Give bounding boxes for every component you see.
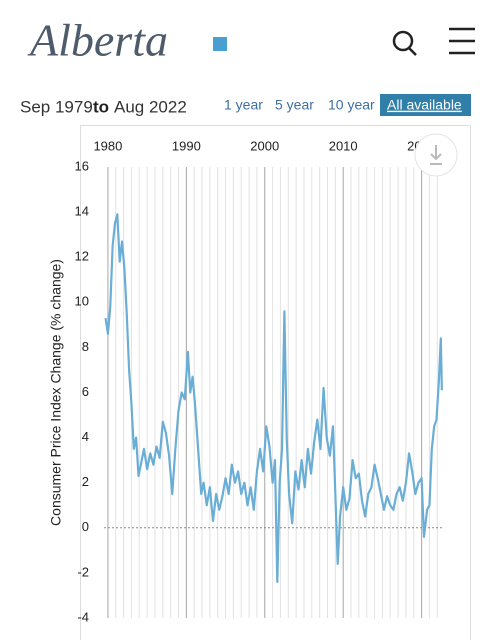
x-tick-label: 1990 [172, 138, 201, 153]
chart-card [80, 125, 471, 640]
menu-icon[interactable] [449, 27, 475, 55]
chart: 19801990200020102020-4-20246810121416Con… [48, 138, 443, 624]
y-tick-label: 8 [82, 339, 89, 354]
search-icon[interactable] [392, 30, 417, 56]
range-until: Aug 2022 [114, 97, 187, 116]
y-tick-label: 14 [75, 204, 89, 219]
range-button[interactable]: 10 year [328, 97, 375, 113]
range-button[interactable]: 5 year [275, 97, 314, 113]
y-tick-label: 4 [82, 429, 89, 444]
y-tick-label: 2 [82, 474, 89, 489]
y-tick-label: 0 [82, 519, 89, 534]
y-tick-label: -2 [77, 564, 89, 579]
download-icon[interactable] [430, 145, 442, 165]
x-tick-label: 2010 [329, 138, 358, 153]
logo[interactable]: Alberta [27, 15, 168, 66]
logo-square [213, 37, 227, 51]
y-tick-label: 16 [75, 158, 89, 173]
x-tick-label: 1980 [93, 138, 122, 153]
range-to: to [93, 97, 109, 116]
y-tick-label: 12 [75, 249, 89, 264]
range-from: Sep 1979 [20, 97, 93, 116]
x-tick-label: 2000 [250, 138, 279, 153]
y-tick-label: -4 [77, 609, 89, 624]
range-button[interactable]: All available [387, 97, 462, 113]
y-axis-title: Consumer Price Index Change (% change) [48, 259, 64, 526]
range-button[interactable]: 1 year [224, 97, 263, 113]
active-button-bg[interactable] [380, 94, 471, 116]
y-tick-label: 6 [82, 384, 89, 399]
y-tick-label: 10 [75, 294, 89, 309]
cpi-line [104, 213, 443, 584]
